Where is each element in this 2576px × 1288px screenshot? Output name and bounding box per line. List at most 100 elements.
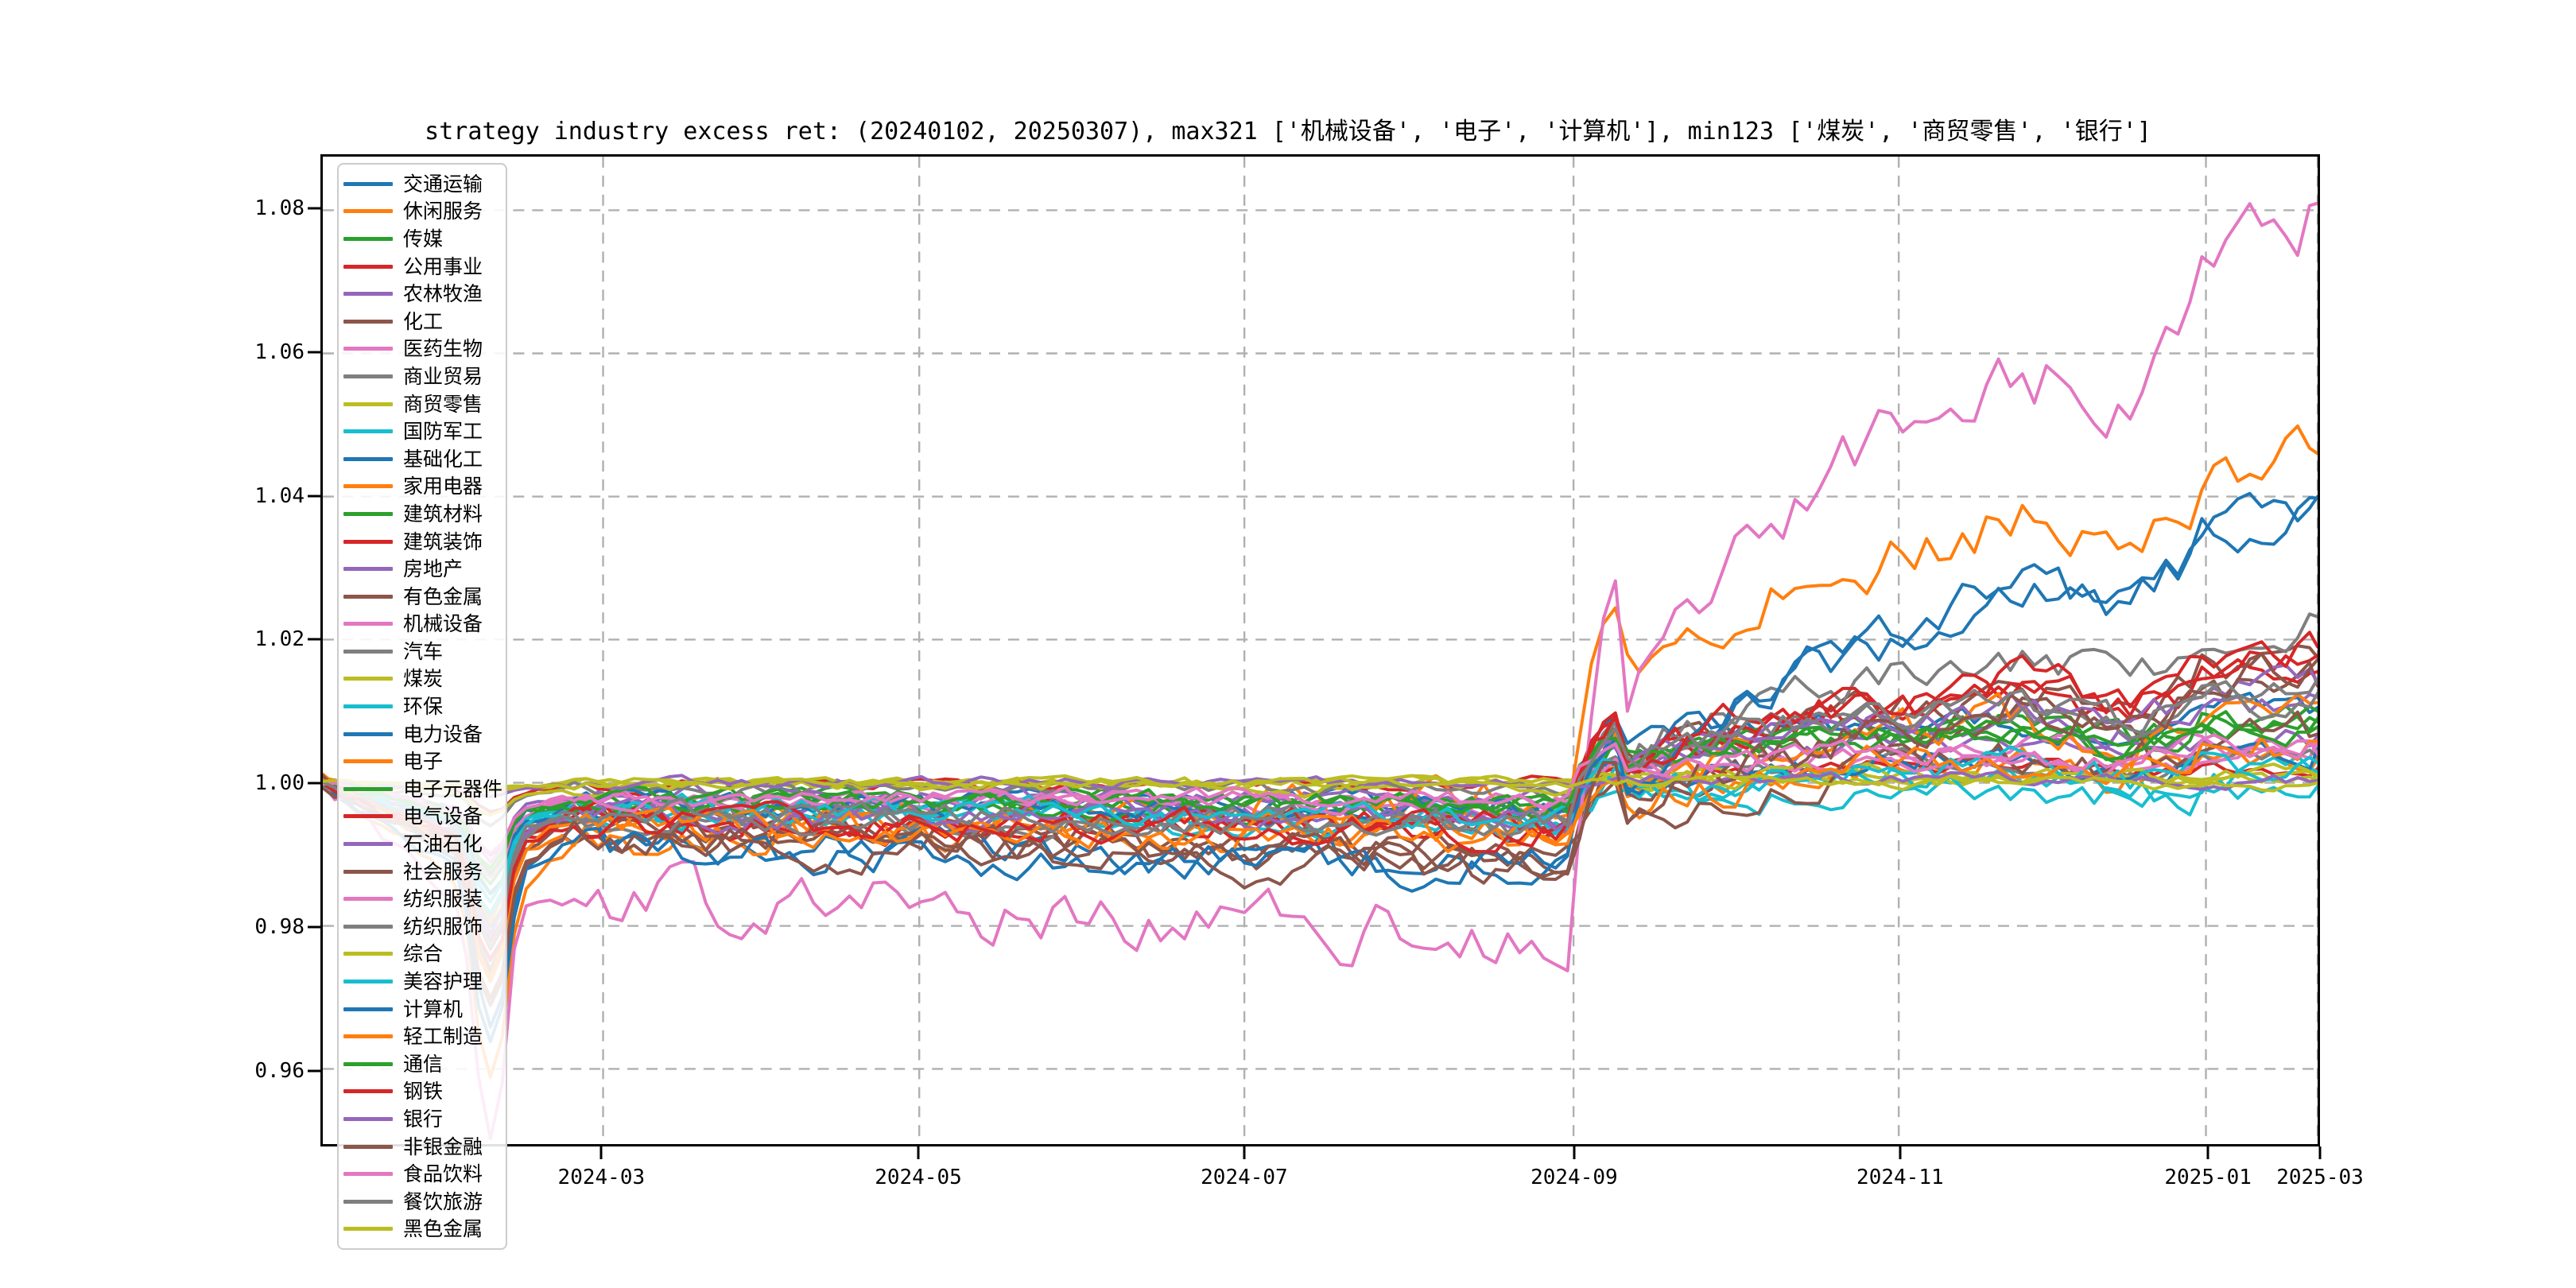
legend-item-26[interactable]: 纺织服装 (343, 885, 501, 913)
legend-item-label: 通信 (403, 1052, 444, 1076)
legend-item-10[interactable]: 基础化工 (343, 445, 501, 473)
legend-color-swatch (343, 649, 393, 654)
legend-item-30[interactable]: 计算机 (343, 995, 501, 1023)
legend-item-5[interactable]: 化工 (343, 308, 501, 336)
legend-item-label: 纺织服饰 (403, 914, 483, 938)
legend-item-14[interactable]: 房地产 (343, 555, 501, 583)
legend-item-0[interactable]: 交通运输 (343, 170, 501, 198)
legend-item-35[interactable]: 非银金融 (343, 1133, 501, 1161)
legend-item-9[interactable]: 国防军工 (343, 417, 501, 445)
legend-item-label: 纺织服装 (403, 887, 483, 911)
legend-item-label: 综合 (403, 942, 444, 966)
legend-item-21[interactable]: 电子 (343, 747, 501, 775)
legend-item-label: 非银金融 (403, 1135, 483, 1158)
legend-color-swatch (343, 539, 393, 544)
x-tick-mark (1243, 1146, 1246, 1159)
x-tick-mark (917, 1146, 920, 1159)
x-tick-label: 2025-01 (2164, 1166, 2252, 1189)
y-tick-mark (308, 1069, 320, 1073)
legend-item-label: 房地产 (403, 557, 464, 581)
legend-item-28[interactable]: 综合 (343, 941, 501, 968)
legend[interactable]: 交通运输休闲服务 传媒 公用事业 农林牧渔 化工医药生物 商业贸易商贸零售 国防军工 基础化工… (337, 163, 507, 1251)
legend-item-6[interactable]: 医药生物 (343, 336, 501, 363)
legend-item-label: 休闲服务 (403, 200, 483, 223)
x-tick-label: 2024-09 (1530, 1166, 1618, 1189)
series-line (323, 201, 2318, 1141)
legend-item-25[interactable]: 社会服务 (343, 858, 501, 886)
legend-item-20[interactable]: 电力设备 (343, 720, 501, 748)
legend-color-swatch (343, 484, 393, 489)
legend-color-swatch (343, 622, 393, 627)
legend-item-7[interactable]: 商业贸易 (343, 363, 501, 390)
plot-area (320, 154, 2320, 1146)
legend-item-11[interactable]: 家用电器 (343, 473, 501, 501)
page-title: strategy industry excess ret: (20240102,… (425, 118, 2151, 145)
legend-color-swatch (343, 402, 393, 406)
legend-item-32[interactable]: 通信 (343, 1050, 501, 1078)
legend-item-label: 银行 (403, 1107, 444, 1131)
legend-color-swatch (343, 1034, 393, 1039)
legend-color-swatch (343, 567, 393, 572)
y-tick-label: 1.06 (254, 339, 305, 364)
legend-item-12[interactable]: 建筑材料 (343, 500, 501, 528)
legend-item-label: 建筑装饰 (403, 530, 483, 553)
legend-item-label: 商贸零售 (403, 392, 483, 416)
legend-item-15[interactable]: 有色金属 (343, 583, 501, 611)
legend-item-1[interactable]: 休闲服务 (343, 198, 501, 226)
legend-item-label: 餐饮旅游 (403, 1189, 483, 1213)
legend-color-swatch (343, 1144, 393, 1149)
y-tick-mark (308, 351, 320, 354)
series-lines (323, 201, 2318, 1141)
x-tick-label: 2024-03 (557, 1166, 646, 1189)
y-tick-label: 0.98 (254, 915, 305, 940)
legend-item-23[interactable]: 电气设备 (343, 803, 501, 831)
y-tick-mark (308, 207, 320, 210)
series-line (323, 496, 2318, 1044)
legend-item-3[interactable]: 公用事业 (343, 253, 501, 281)
legend-item-33[interactable]: 钢铁 (343, 1078, 501, 1106)
legend-item-label: 食品饮料 (403, 1162, 483, 1186)
legend-item-13[interactable]: 建筑装饰 (343, 528, 501, 556)
legend-item-label: 环保 (403, 695, 444, 719)
legend-item-19[interactable]: 环保 (343, 692, 501, 720)
legend-item-22[interactable]: 电子元器件 (343, 775, 502, 803)
legend-item-label: 机械设备 (403, 612, 483, 636)
y-tick-label: 1.00 (254, 771, 305, 796)
legend-item-16[interactable]: 机械设备 (343, 611, 501, 638)
y-tick-mark (308, 638, 320, 641)
legend-color-swatch (343, 236, 393, 241)
series-line (323, 773, 2318, 793)
legend-item-36[interactable]: 食品饮料 (343, 1160, 501, 1188)
legend-item-label: 交通运输 (403, 172, 483, 196)
legend-item-29[interactable]: 美容护理 (343, 968, 501, 995)
legend-item-18[interactable]: 煤炭 (343, 665, 501, 693)
y-tick-mark (308, 782, 320, 785)
legend-color-swatch (343, 264, 393, 269)
legend-item-34[interactable]: 银行 (343, 1105, 501, 1133)
legend-color-swatch (343, 1061, 393, 1066)
y-tick-label: 0.96 (254, 1059, 305, 1084)
legend-item-24[interactable]: 石油石化 (343, 830, 501, 858)
legend-item-8[interactable]: 商贸零售 (343, 390, 501, 418)
legend-item-38[interactable]: 黑色金属 (343, 1216, 501, 1243)
legend-item-17[interactable]: 汽车 (343, 638, 501, 665)
legend-item-37[interactable]: 餐饮旅游 (343, 1188, 501, 1216)
legend-color-swatch (343, 759, 393, 764)
legend-item-2[interactable]: 传媒 (343, 225, 501, 253)
y-tick-mark (308, 495, 320, 498)
legend-item-27[interactable]: 纺织服饰 (343, 913, 501, 941)
legend-color-swatch (343, 980, 393, 984)
x-tick-label: 2024-05 (875, 1166, 962, 1189)
legend-color-swatch (343, 347, 393, 351)
legend-color-swatch (343, 456, 393, 461)
series-line (323, 747, 2318, 922)
legend-item-4[interactable]: 农林牧渔 (343, 280, 501, 308)
legend-item-label: 基础化工 (403, 447, 483, 471)
legend-item-label: 商业贸易 (403, 364, 483, 388)
legend-item-label: 化工 (403, 309, 444, 333)
legend-item-31[interactable]: 轻工制造 (343, 1022, 501, 1050)
x-tick-label: 2025-03 (2276, 1166, 2364, 1189)
legend-color-swatch (343, 786, 393, 791)
legend-color-swatch (343, 897, 393, 902)
x-tick-label: 2024-11 (1856, 1166, 1944, 1189)
